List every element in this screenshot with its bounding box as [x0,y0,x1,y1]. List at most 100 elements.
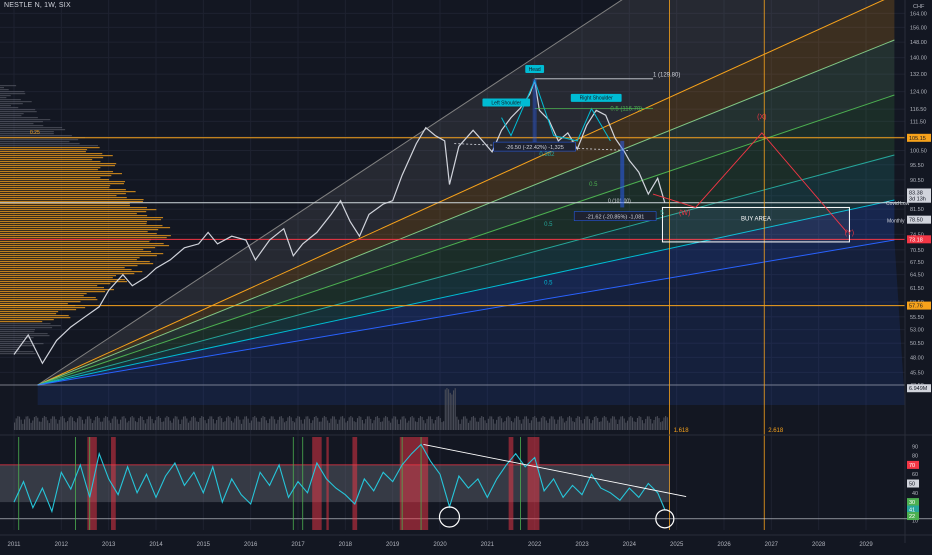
volume-bar [640,416,642,430]
volume-bar [126,422,128,430]
profile-bar [0,267,125,269]
volume-bar [81,419,84,430]
volume-bar [224,421,226,430]
volume-bar [353,421,355,430]
profile-bar [0,311,59,313]
volume-bar [90,418,92,430]
profile-bar [0,329,35,331]
volume-bar [358,416,360,430]
volume-bar [511,421,513,430]
time-lines: 1.618 2.618 [669,0,784,530]
osc-tag-bg [907,479,919,488]
volume-bar [237,416,239,430]
volume-bar [254,416,256,430]
price-tick: 50.50 [910,341,924,347]
profile-bar [0,211,147,213]
profile-bar [0,103,23,105]
profile-bar [0,261,150,263]
volume-bar [133,417,135,430]
volume-bar [227,416,229,430]
volume-bar [484,420,486,430]
volume-bar [539,421,541,430]
volume-bar [47,420,49,430]
volume-bar [529,423,531,430]
volume-bar [37,417,39,430]
profile-bar [0,195,117,197]
volume-bar [635,421,637,430]
price-tick: 64.50 [910,273,924,279]
profile-bar [0,315,69,317]
price-tick: 55.50 [910,315,924,321]
volume-bar [174,416,176,430]
volume-bar [413,417,415,430]
profile-bar [0,93,26,95]
vline-label: 1.618 [674,428,690,434]
wave-w-label: (W) [679,210,690,217]
volume-bar [182,416,185,430]
volume-bar [416,421,418,430]
profile-bar [0,353,36,355]
volume-bar [346,420,349,430]
volume-bar [196,421,198,430]
wave-y-label: (Y) [845,230,854,237]
highlight-circle [655,509,675,529]
profile-bar [0,135,72,137]
volume-bar [507,416,509,430]
volume-bar [643,423,645,430]
overbought-zone [527,437,540,530]
year-tick: 2012 [55,542,69,548]
profile-bar [0,145,98,147]
volume-bar [106,417,108,430]
profile-bar [0,285,98,287]
profile-bar [0,327,53,329]
price-tick: 61.50 [910,286,924,292]
profile-bar [0,333,48,335]
volume-bar [302,423,304,430]
profile-bar [0,179,110,181]
volume-bar [111,418,113,430]
volume-bar [239,419,241,430]
volume-bar [550,416,552,430]
volume-bar [43,416,45,430]
volume-bar [93,420,95,430]
profile-bar [0,197,127,199]
buy-area-box [661,206,850,243]
year-tick: 2018 [339,542,353,548]
oscillator: 9080706050403020107050304122 [0,434,932,530]
measure-2: -21.62 (-20.85%) -1,081 [586,215,644,221]
volume-bar [390,422,392,430]
volume-bar [320,421,322,430]
price-tick: 156.00 [910,25,927,31]
profile-bar [0,99,21,101]
wave-5-label: 5 [660,210,664,217]
volume-bar [590,423,592,430]
volume-bar [181,419,183,430]
profile-bar [0,133,54,135]
profile-bar [0,105,12,107]
volume-bar [388,420,390,430]
volume-bar [333,416,335,430]
fan-zone [37,0,895,385]
fan-label: 0.5 [544,280,553,286]
profile-bar [0,207,147,209]
pattern: 1 (129.80) 0.5 (116.70) 0.382 0 (101.00) Lef… [454,65,680,221]
volume-bar [631,417,634,430]
volume-bar [350,416,352,430]
volume-bar [456,416,458,430]
volume-bar [506,417,508,430]
volume-bar [577,416,579,430]
volume-bar [572,421,574,430]
profile-bar [0,167,101,169]
fib-label: 1 (129.80) [653,72,680,78]
volume-bar [297,416,299,430]
volume-bar [666,417,668,430]
volume-bar [163,421,165,430]
volume-bar [514,418,516,430]
price-tag-bg [907,215,931,224]
volume-bar [436,416,438,430]
profile-bar [0,303,68,305]
symbol-header[interactable]: NESTLE N, 1W, SIX [4,2,71,9]
year-tick: 2024 [623,542,637,548]
measure-bar [620,140,625,208]
